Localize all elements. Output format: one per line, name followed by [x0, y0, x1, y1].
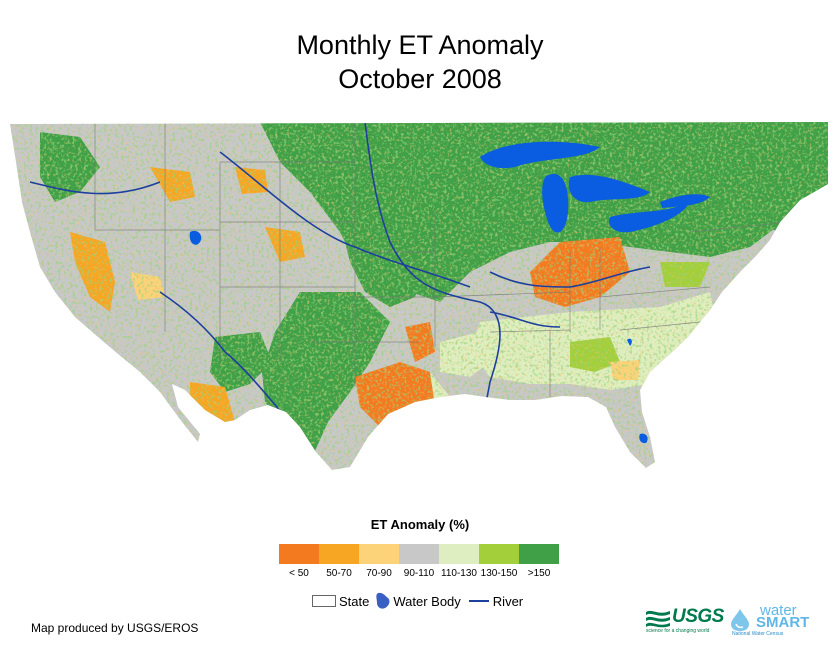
- et-anomaly-map: [10, 122, 828, 470]
- usgs-wave-icon: [646, 610, 670, 628]
- watersmart-word-smart: SMART: [756, 614, 810, 631]
- legend-label: 130-150: [480, 568, 518, 579]
- legend-swatch-110-130: [439, 544, 479, 564]
- legend-title: ET Anomaly (%): [370, 517, 470, 532]
- water-body-key-label: Water Body: [393, 593, 461, 609]
- legend-swatch-70-90: [359, 544, 399, 564]
- legend-keys: State Water Body River: [312, 592, 523, 610]
- watersmart-tagline: National Water Census: [732, 631, 784, 637]
- water-body-icon: [376, 592, 390, 609]
- legend-label: 110-130: [441, 568, 477, 579]
- legend-label: 50-70: [326, 568, 352, 579]
- legend-swatch-50-70: [319, 544, 359, 564]
- legend-label: 90-110: [403, 568, 435, 579]
- legend-swatch-90-110: [399, 544, 439, 564]
- state-key-label: State: [339, 593, 370, 609]
- water-drop-icon: [731, 609, 749, 631]
- watersmart-logo: water SMART National Water Census: [726, 602, 816, 640]
- map-title: Monthly ET Anomaly October 2008: [0, 28, 840, 96]
- usgs-tagline: science for a changing world: [646, 628, 710, 634]
- legend-swatch-130-150: [479, 544, 519, 564]
- map-title-line1: Monthly ET Anomaly: [296, 30, 544, 60]
- legend-label: >150: [527, 568, 551, 579]
- river-line-icon: [468, 600, 489, 602]
- river-key-label: River: [492, 593, 524, 609]
- legend-swatch-gt150: [519, 544, 559, 564]
- legend-label: < 50: [289, 568, 309, 579]
- legend-color-scale: [279, 544, 559, 564]
- legend-scale-labels: < 50 50-70 70-90 90-110 110-130 130-150 …: [279, 568, 559, 579]
- state-swatch: [312, 595, 336, 607]
- credit-text: Map produced by USGS/EROS: [31, 621, 199, 635]
- map-title-line2: October 2008: [338, 64, 502, 94]
- usgs-wordmark: USGS: [672, 606, 724, 627]
- legend-label: 70-90: [366, 568, 392, 579]
- usgs-logo: USGS science for a changing world: [646, 606, 724, 636]
- legend-swatch-lt50: [279, 544, 319, 564]
- watersmart-word-water: water: [760, 602, 797, 619]
